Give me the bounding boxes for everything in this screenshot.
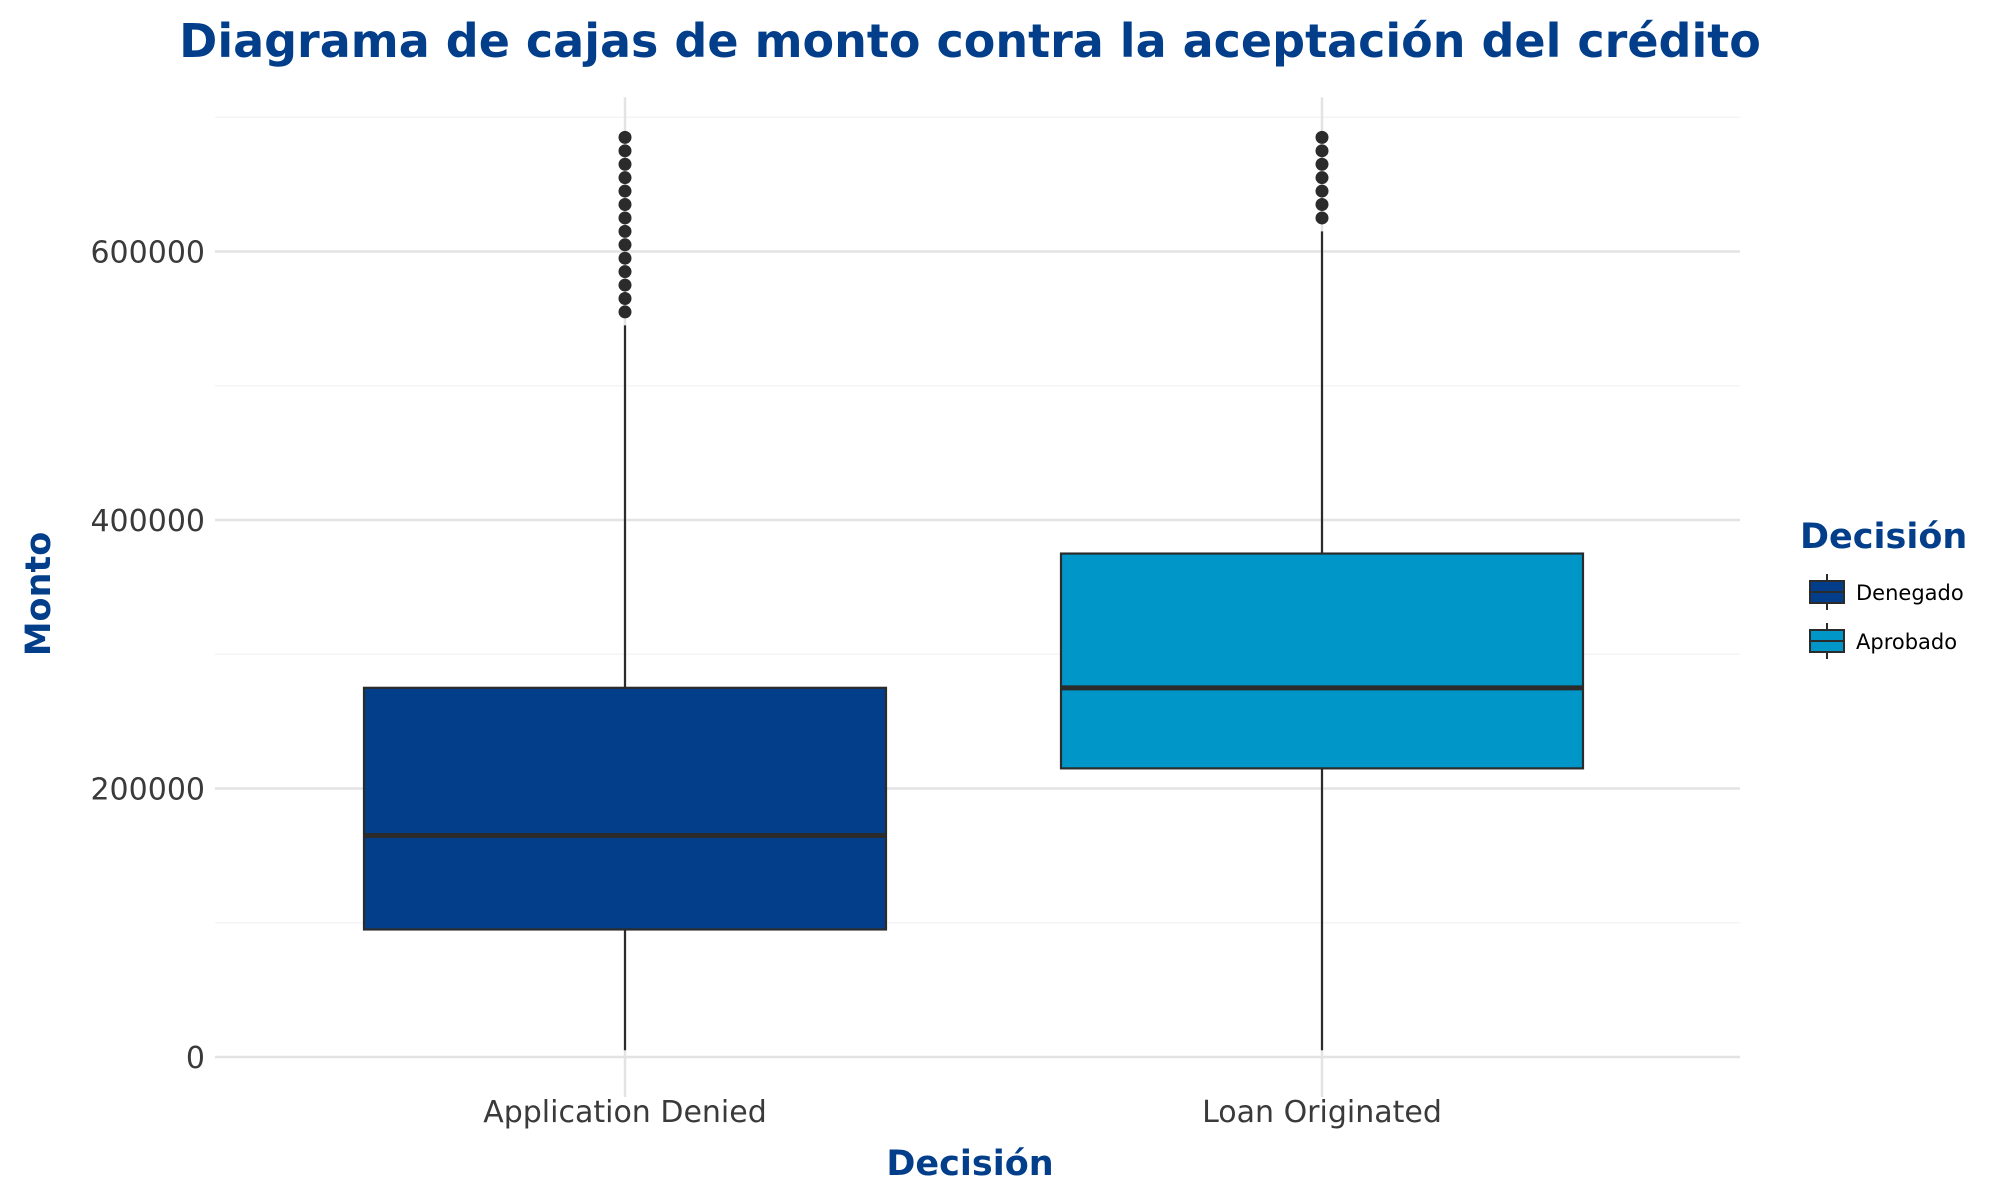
outlier-point: [618, 224, 632, 238]
chart-title: Diagrama de cajas de monto contra la ace…: [179, 14, 1761, 68]
outlier-point: [618, 157, 632, 171]
box-iqr: [1059, 552, 1585, 770]
box-loan-originated: [1059, 130, 1585, 1051]
outlier-point: [1315, 211, 1329, 225]
x-tick-label: Loan Originated: [1202, 1095, 1442, 1130]
legend-title: Decisión: [1800, 517, 1967, 557]
legend-label: Aprobado: [1856, 630, 1957, 654]
outlier-point: [618, 171, 632, 185]
legend-label: Denegado: [1856, 581, 1964, 605]
x-axis-title: Decisión: [886, 1144, 1053, 1184]
y-axis-ticks: 0 200000 400000 600000: [90, 236, 205, 1077]
outlier-point: [1315, 171, 1329, 185]
outlier-point: [618, 291, 632, 305]
x-tick-label: Application Denied: [483, 1095, 767, 1130]
plot-area: [362, 130, 1585, 1051]
box-application-denied: [362, 130, 888, 1051]
legend: Decisión Denegado Aprobado: [1800, 517, 1967, 659]
outlier-point: [1315, 144, 1329, 158]
outlier-point: [1315, 198, 1329, 212]
legend-item-aprobado: Aprobado: [1809, 623, 1957, 659]
y-tick-label: 0: [186, 1041, 205, 1076]
outlier-point: [618, 305, 632, 319]
y-axis-title: Monto: [19, 532, 59, 657]
outlier-point: [618, 144, 632, 158]
outlier-point: [618, 130, 632, 144]
outlier-point: [618, 211, 632, 225]
box-iqr: [362, 686, 888, 931]
y-tick-label: 400000: [90, 504, 205, 539]
outlier-point: [618, 184, 632, 198]
outlier-point: [618, 278, 632, 292]
outlier-point: [618, 265, 632, 279]
x-axis-ticks: Application Denied Loan Originated: [483, 1095, 1442, 1130]
outlier-point: [618, 251, 632, 265]
y-tick-label: 600000: [90, 236, 205, 271]
outlier-point: [618, 198, 632, 212]
y-tick-label: 200000: [90, 773, 205, 808]
outlier-point: [1315, 184, 1329, 198]
outlier-point: [618, 238, 632, 252]
outlier-point: [1315, 130, 1329, 144]
legend-item-denegado: Denegado: [1809, 574, 1964, 610]
outlier-point: [1315, 157, 1329, 171]
